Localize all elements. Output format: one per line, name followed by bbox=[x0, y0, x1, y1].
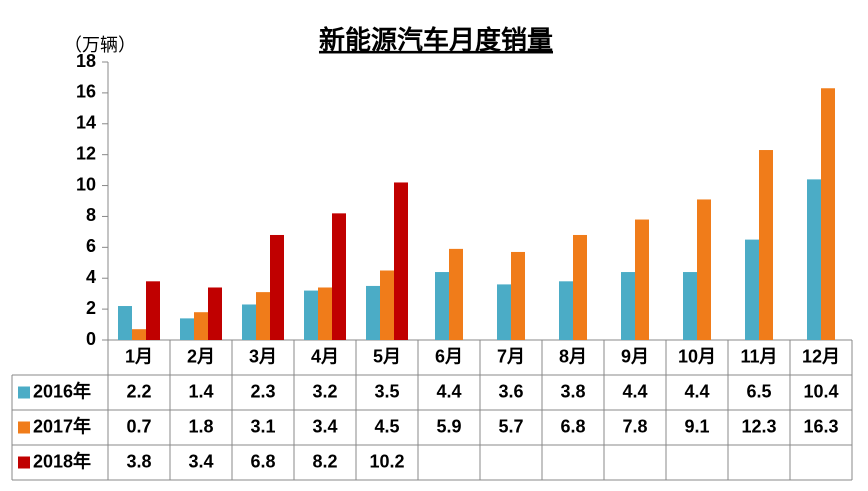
table-value: 3.8 bbox=[560, 381, 585, 401]
bar bbox=[573, 234, 587, 340]
legend-label: 2017年 bbox=[33, 415, 91, 436]
legend-swatch bbox=[18, 386, 30, 399]
bar bbox=[511, 251, 525, 340]
x-tick-label: 5月 bbox=[373, 346, 401, 366]
bar bbox=[366, 285, 380, 340]
bar bbox=[194, 312, 208, 340]
table-value: 3.2 bbox=[312, 381, 337, 401]
table-value: 2.3 bbox=[250, 381, 275, 401]
table-value: 3.4 bbox=[188, 451, 213, 471]
table-value: 10.4 bbox=[803, 381, 838, 401]
table-value: 1.4 bbox=[188, 381, 213, 401]
table-value: 6.8 bbox=[250, 451, 275, 471]
bar bbox=[256, 292, 270, 340]
x-tick-label: 4月 bbox=[311, 346, 339, 366]
bar bbox=[332, 213, 346, 340]
table-value: 9.1 bbox=[684, 416, 709, 436]
table-value: 3.5 bbox=[374, 381, 399, 401]
legend-swatch bbox=[18, 421, 30, 434]
table-value: 1.8 bbox=[188, 416, 213, 436]
table-value: 6.8 bbox=[560, 416, 585, 436]
x-tick-label: 12月 bbox=[802, 346, 840, 366]
table-value: 10.2 bbox=[369, 451, 404, 471]
bar bbox=[821, 88, 835, 340]
table-value: 4.4 bbox=[436, 381, 461, 401]
x-tick-label: 9月 bbox=[621, 346, 649, 366]
bar bbox=[449, 248, 463, 340]
x-tick-label: 6月 bbox=[435, 346, 463, 366]
y-tick-label: 2 bbox=[86, 298, 96, 318]
table-value: 16.3 bbox=[803, 416, 838, 436]
legend-label: 2016年 bbox=[33, 380, 91, 401]
x-tick-label: 8月 bbox=[559, 346, 587, 366]
chart-title: 新能源汽车月度销量 bbox=[319, 25, 553, 55]
y-tick-label: 18 bbox=[76, 51, 96, 71]
y-tick-label: 6 bbox=[86, 236, 96, 256]
x-tick-label: 11月 bbox=[740, 346, 777, 366]
bar bbox=[394, 182, 408, 340]
bar bbox=[807, 179, 821, 340]
y-tick-label: 16 bbox=[76, 82, 96, 102]
bar bbox=[759, 150, 773, 340]
bar bbox=[270, 234, 284, 340]
bar bbox=[242, 304, 256, 340]
bar bbox=[208, 287, 222, 340]
bar bbox=[497, 284, 511, 340]
bar bbox=[559, 281, 573, 340]
table-value: 3.8 bbox=[126, 451, 151, 471]
x-tick-label: 7月 bbox=[497, 346, 525, 366]
bar bbox=[380, 270, 394, 340]
bar bbox=[635, 219, 649, 340]
bar bbox=[118, 306, 132, 340]
bar bbox=[132, 329, 146, 340]
bar bbox=[146, 281, 160, 340]
table-value: 6.5 bbox=[746, 381, 771, 401]
table-value: 4.4 bbox=[684, 381, 709, 401]
x-tick-label: 10月 bbox=[678, 346, 716, 366]
bar bbox=[683, 272, 697, 340]
table-value: 3.1 bbox=[250, 416, 275, 436]
bar bbox=[318, 287, 332, 340]
y-tick-label: 14 bbox=[76, 113, 96, 133]
bar bbox=[435, 272, 449, 340]
x-tick-label: 1月 bbox=[125, 346, 153, 366]
legend-label: 2018年 bbox=[33, 450, 91, 471]
table-value: 8.2 bbox=[312, 451, 337, 471]
legend-swatch bbox=[18, 456, 30, 469]
bar bbox=[304, 290, 318, 340]
x-tick-label: 3月 bbox=[249, 346, 277, 366]
table-value: 0.7 bbox=[126, 416, 151, 436]
y-axis-label: （万辆） bbox=[64, 35, 136, 55]
table-value: 3.6 bbox=[498, 381, 523, 401]
table-value: 4.5 bbox=[374, 416, 399, 436]
y-tick-label: 4 bbox=[86, 267, 96, 287]
table-value: 4.4 bbox=[622, 381, 647, 401]
table-value: 12.3 bbox=[741, 416, 776, 436]
y-tick-label: 12 bbox=[76, 143, 96, 163]
bar bbox=[621, 272, 635, 340]
y-tick-label: 10 bbox=[76, 174, 96, 194]
table-value: 5.7 bbox=[498, 416, 523, 436]
table-value: 7.8 bbox=[622, 416, 647, 436]
y-tick-label: 0 bbox=[86, 329, 96, 349]
bar bbox=[697, 199, 711, 340]
table-value: 3.4 bbox=[312, 416, 337, 436]
y-tick-label: 8 bbox=[86, 205, 96, 225]
bar bbox=[745, 239, 759, 340]
x-tick-label: 2月 bbox=[187, 346, 215, 366]
bar bbox=[180, 318, 194, 340]
table-value: 5.9 bbox=[436, 416, 461, 436]
table-value: 2.2 bbox=[126, 381, 151, 401]
